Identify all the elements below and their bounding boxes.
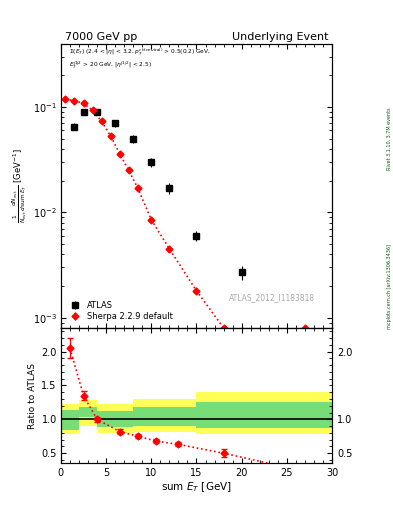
X-axis label: sum $E_T$ [GeV]: sum $E_T$ [GeV] <box>161 480 232 494</box>
Text: Rivet 3.1.10, 3.7M events: Rivet 3.1.10, 3.7M events <box>387 107 392 169</box>
Legend: ATLAS, Sherpa 2.2.9 default: ATLAS, Sherpa 2.2.9 default <box>65 298 175 324</box>
Text: ATLAS_2012_I1183818: ATLAS_2012_I1183818 <box>229 293 315 302</box>
Y-axis label: Ratio to ATLAS: Ratio to ATLAS <box>28 362 37 429</box>
Text: $\Sigma(E_T)$ (2.4 < |$\eta$| < 3.2, $p_T^{ch(neutral)}$ > 0.5(0.2) GeV,
$E_T^{j: $\Sigma(E_T)$ (2.4 < |$\eta$| < 3.2, $p_… <box>69 47 211 70</box>
Y-axis label: $\frac{1}{N_\mathrm{evt}}\frac{dN_\mathrm{evt}}{d\,\mathrm{sum}\,E_T}\ [\mathrm{: $\frac{1}{N_\mathrm{evt}}\frac{dN_\mathr… <box>10 148 29 223</box>
Text: Underlying Event: Underlying Event <box>231 32 328 42</box>
Text: 7000 GeV pp: 7000 GeV pp <box>65 32 137 42</box>
Text: mcplots.cern.ch [arXiv:1306.3436]: mcplots.cern.ch [arXiv:1306.3436] <box>387 244 392 329</box>
